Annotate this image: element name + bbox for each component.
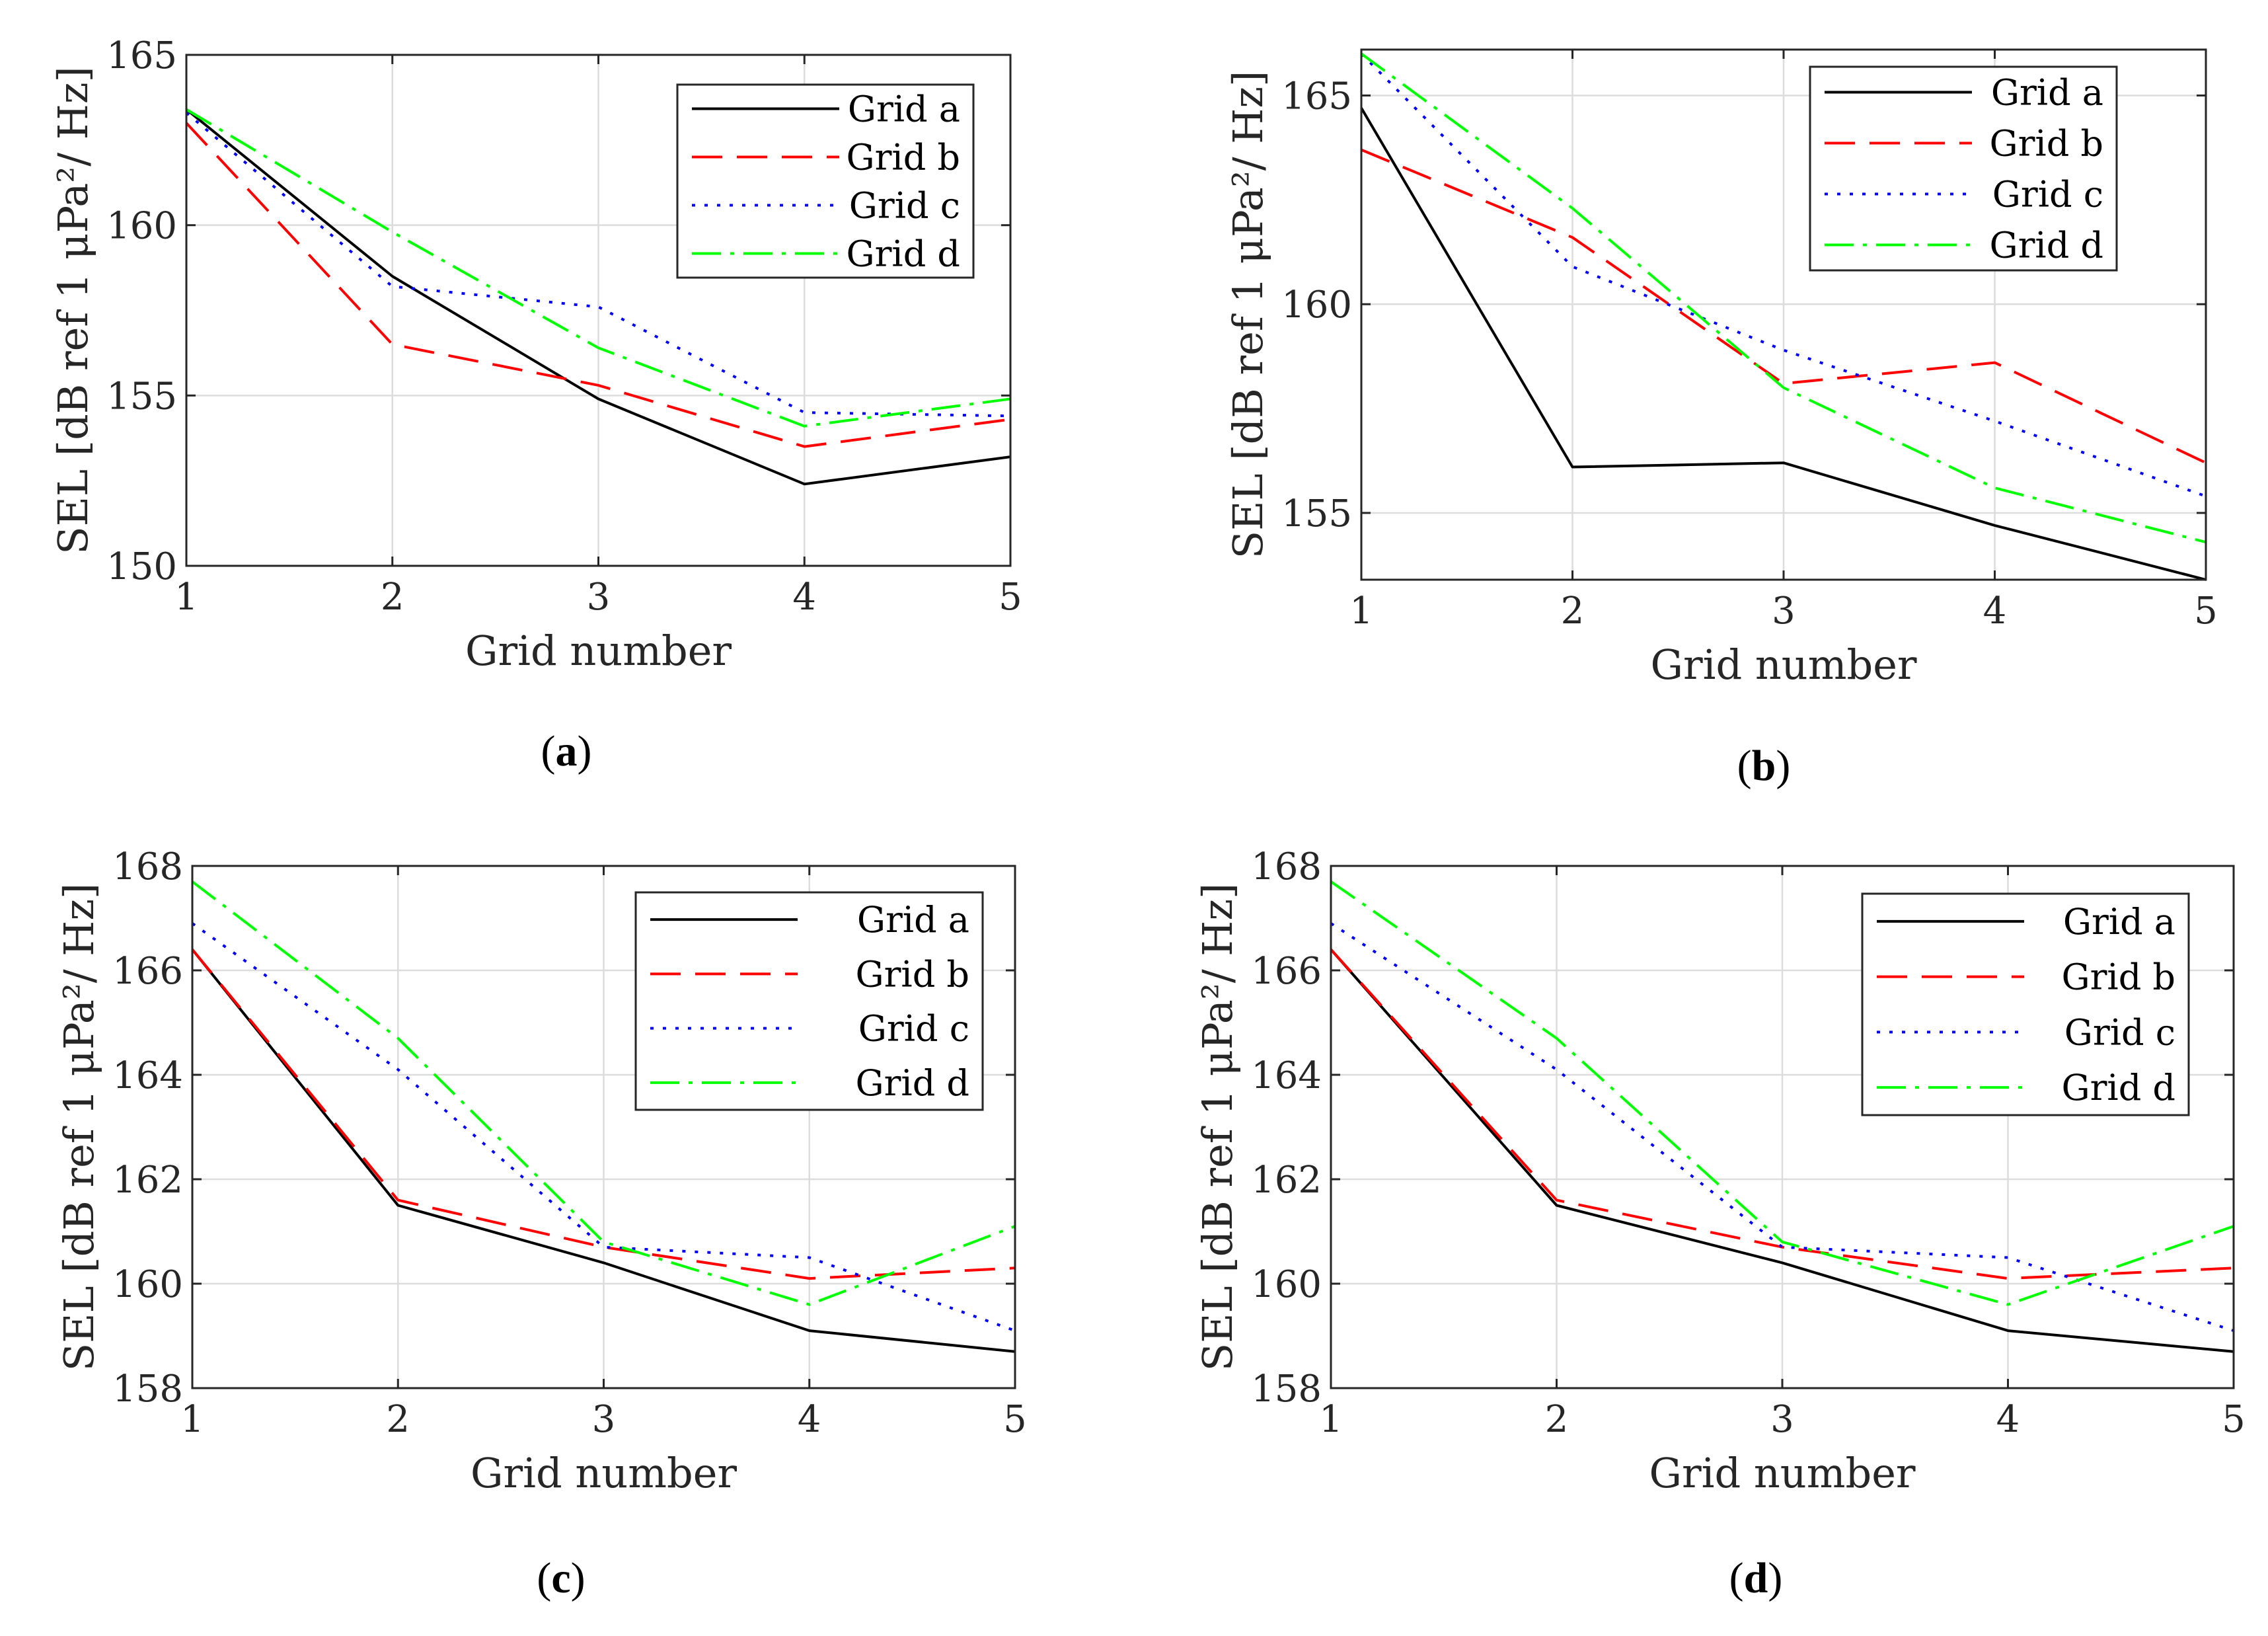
y-tick-label: 164 bbox=[1251, 1054, 1322, 1097]
y-tick-label: 160 bbox=[106, 205, 177, 248]
panel-caption: (b) bbox=[1737, 742, 1791, 790]
x-axis-label: Grid number bbox=[465, 627, 732, 675]
series-line-grid-a bbox=[1330, 949, 2234, 1353]
y-tick-label: 165 bbox=[1281, 75, 1352, 118]
y-tick-label: 164 bbox=[112, 1054, 183, 1097]
y-tick-label: 158 bbox=[112, 1368, 183, 1411]
y-tick-label: 155 bbox=[106, 375, 177, 418]
legend-label: Grid b bbox=[846, 137, 960, 178]
y-axis-label: SEL [dB ref 1 μPa²/ Hz] bbox=[55, 883, 103, 1371]
x-tick-label: 4 bbox=[1996, 1398, 2020, 1441]
x-tick-label: 3 bbox=[1770, 1398, 1794, 1441]
x-tick-label: 3 bbox=[587, 576, 611, 619]
y-axis-label: SEL [dB ref 1 μPa²/ Hz] bbox=[1224, 71, 1272, 559]
x-axis-label: Grid number bbox=[1649, 1449, 1915, 1497]
legend-label: Grid d bbox=[846, 233, 960, 275]
series-line-grid-b bbox=[191, 949, 1016, 1280]
y-axis-label: SEL [dB ref 1 μPa²/ Hz] bbox=[49, 66, 97, 554]
x-tick-label: 1 bbox=[1349, 590, 1373, 633]
x-tick-label: 5 bbox=[2222, 1398, 2246, 1441]
x-tick-label: 3 bbox=[592, 1398, 616, 1441]
x-tick-label: 2 bbox=[386, 1398, 410, 1441]
legend-box bbox=[676, 83, 975, 279]
series-line-grid-a bbox=[185, 108, 1011, 486]
y-tick-label: 160 bbox=[1281, 284, 1352, 327]
chart-a: 1 2 3 4 5 150 155 160 165 Grid number SEL [dB ref … bbox=[49, 34, 1022, 775]
legend: Grid a Grid b Grid c Grid d bbox=[1809, 65, 2118, 272]
x-tick-label: 1 bbox=[174, 576, 198, 619]
x-tick-label: 2 bbox=[1545, 1398, 1569, 1441]
chart-d: 1 2 3 4 5 158 160 162 164 166 168 Grid number SEL [d… bbox=[1193, 845, 2246, 1602]
series-line-grid-d bbox=[1330, 880, 2234, 1306]
series-line-grid-b bbox=[1361, 148, 2207, 465]
y-tick-label: 165 bbox=[106, 34, 177, 77]
legend-label: Grid d bbox=[1989, 225, 2103, 266]
legend-label: Grid d bbox=[2061, 1067, 2175, 1109]
legend: Grid a Grid b Grid c Grid d bbox=[634, 891, 984, 1111]
legend-label: Grid b bbox=[1989, 123, 2103, 165]
legend-label: Grid c bbox=[1992, 174, 2103, 215]
y-tick-label: 160 bbox=[112, 1263, 183, 1306]
series-line-grid-a bbox=[1360, 107, 2207, 581]
legend-label: Grid b bbox=[855, 953, 969, 995]
y-tick-label: 166 bbox=[112, 950, 183, 993]
series-line-grid-d bbox=[1360, 52, 2207, 544]
chart-c: 1 2 3 4 5 158 160 162 164 166 168 Grid number SEL [d… bbox=[55, 845, 1027, 1602]
x-tick-label: 2 bbox=[381, 576, 404, 619]
legend: Grid a Grid b Grid c Grid d bbox=[1861, 892, 2190, 1116]
series-line-grid-b bbox=[1330, 949, 2234, 1280]
x-tick-label: 2 bbox=[1561, 590, 1585, 633]
legend-box bbox=[1809, 65, 2118, 272]
panel-caption: (d) bbox=[1729, 1554, 1783, 1602]
chart-b: 1 2 3 4 5 155 160 165 Grid number SEL [dB ref 1 μ… bbox=[1224, 48, 2218, 790]
x-tick-label: 4 bbox=[1983, 590, 2007, 633]
y-tick-label: 158 bbox=[1251, 1368, 1322, 1411]
legend-label: Grid a bbox=[848, 89, 960, 130]
y-tick-label: 162 bbox=[1251, 1159, 1322, 1202]
y-tick-label: 168 bbox=[112, 845, 183, 888]
y-axis-label: SEL [dB ref 1 μPa²/ Hz] bbox=[1193, 883, 1242, 1371]
y-tick-label: 168 bbox=[1251, 845, 1322, 888]
x-tick-label: 5 bbox=[999, 576, 1022, 619]
y-tick-label: 160 bbox=[1251, 1263, 1322, 1306]
y-tick-label: 150 bbox=[106, 545, 177, 588]
x-tick-label: 1 bbox=[1319, 1398, 1343, 1441]
legend-label: Grid c bbox=[2064, 1011, 2175, 1053]
series-line-grid-d bbox=[191, 880, 1016, 1306]
legend-label: Grid b bbox=[2061, 956, 2175, 998]
x-axis-label: Grid number bbox=[471, 1449, 737, 1497]
x-tick-label: 4 bbox=[798, 1398, 821, 1441]
legend-label: Grid c bbox=[858, 1008, 969, 1050]
panel-caption: (a) bbox=[541, 727, 592, 775]
legend-label: Grid d bbox=[855, 1062, 969, 1104]
x-tick-label: 4 bbox=[792, 576, 816, 619]
legend: Grid a Grid b Grid c Grid d bbox=[676, 83, 975, 279]
x-axis-label: Grid number bbox=[1650, 641, 1916, 689]
legend-label: Grid a bbox=[1991, 72, 2103, 114]
series-line-grid-a bbox=[191, 949, 1016, 1353]
legend-label: Grid a bbox=[2063, 901, 2175, 943]
series-line-grid-b bbox=[185, 122, 1011, 448]
legend-box bbox=[634, 891, 984, 1111]
x-tick-label: 3 bbox=[1772, 590, 1796, 633]
legend-box bbox=[1861, 892, 2190, 1116]
legend-label: Grid c bbox=[849, 185, 960, 227]
y-tick-label: 155 bbox=[1281, 492, 1352, 535]
series-line-grid-d bbox=[185, 108, 1011, 428]
panel-caption: (c) bbox=[537, 1554, 585, 1602]
legend-label: Grid a bbox=[857, 899, 969, 941]
y-tick-label: 162 bbox=[112, 1159, 183, 1202]
x-tick-label: 5 bbox=[2194, 590, 2218, 633]
y-tick-label: 166 bbox=[1251, 950, 1322, 993]
x-tick-label: 5 bbox=[1003, 1398, 1027, 1441]
x-tick-label: 1 bbox=[180, 1398, 204, 1441]
